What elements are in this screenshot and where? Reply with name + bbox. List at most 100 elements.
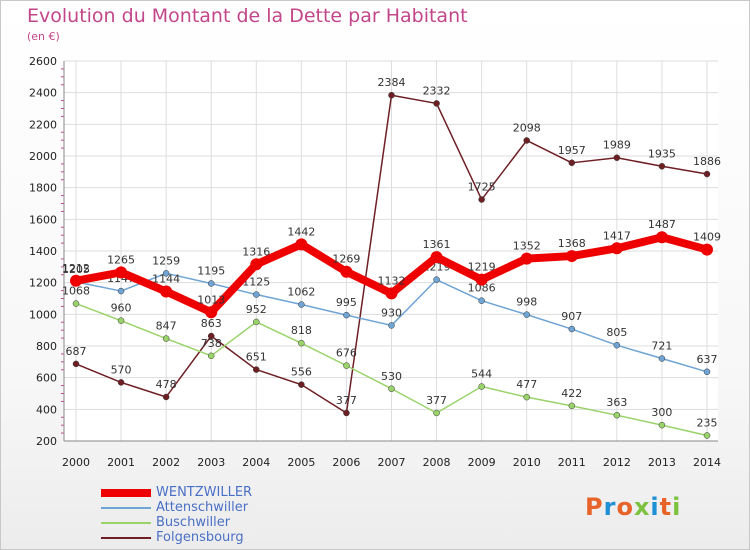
data-label-buschwiller: 676: [336, 347, 357, 360]
data-label-folgensbourg: 1989: [603, 139, 631, 152]
data-point-buschwiller: [162, 335, 170, 342]
data-point-folgensbourg: [72, 360, 80, 368]
data-label-folgensbourg: 1957: [558, 144, 586, 157]
data-point-wentzwiller: [160, 285, 173, 298]
data-label-folgensbourg: 1886: [693, 155, 721, 168]
data-point-wentzwiller: [295, 238, 308, 251]
data-label-folgensbourg: 556: [291, 366, 312, 379]
data-label-attenschwiller: 1259: [152, 254, 180, 267]
x-tick-label: 2014: [693, 456, 721, 469]
data-point-buschwiller: [433, 409, 440, 417]
x-tick-label: 2001: [107, 456, 135, 469]
legend-item: Buschwiller: [101, 515, 252, 530]
data-point-wentzwiller: [340, 265, 353, 278]
data-label-buschwiller: 960: [111, 302, 132, 315]
data-label-buschwiller: 952: [246, 303, 267, 316]
y-tick-label: 1600: [29, 213, 57, 226]
data-label-folgensbourg: 377: [336, 394, 357, 407]
data-label-buschwiller: 1068: [62, 285, 90, 298]
y-tick-label: 2400: [29, 87, 57, 100]
data-label-attenschwiller: 1062: [287, 286, 315, 299]
data-point-attenschwiller: [388, 322, 395, 329]
data-point-attenschwiller: [523, 311, 530, 318]
data-point-buschwiller: [658, 421, 666, 429]
data-label-wentzwiller: 1144: [152, 273, 180, 286]
legend-label: WENTZWILLER: [156, 485, 253, 500]
data-point-wentzwiller: [70, 274, 82, 287]
logo-letter: x: [633, 493, 651, 521]
data-point-buschwiller: [703, 432, 711, 439]
x-tick-label: 2006: [332, 456, 360, 469]
legend: WENTZWILLER Attenschwiller Buschwiller Folg…: [101, 485, 252, 545]
legend-swatch: [101, 506, 151, 509]
data-point-wentzwiller: [520, 252, 533, 265]
data-point-buschwiller: [72, 300, 80, 307]
data-label-buschwiller: 818: [291, 324, 312, 337]
logo-letter: r: [603, 493, 617, 521]
data-point-folgensbourg: [613, 154, 621, 161]
chart-title: Evolution du Montant de la Dette par Hab…: [27, 5, 468, 27]
data-label-attenschwiller: 995: [336, 296, 357, 309]
data-label-wentzwiller: 1013: [197, 293, 225, 306]
data-label-attenschwiller: 1086: [468, 282, 496, 295]
data-point-folgensbourg: [568, 159, 576, 167]
data-point-attenschwiller: [703, 368, 711, 376]
data-point-buschwiller: [523, 393, 530, 401]
x-tick-label: 2000: [62, 456, 90, 469]
data-label-buschwiller: 847: [156, 320, 177, 333]
data-label-wentzwiller: 1352: [513, 240, 541, 253]
data-label-attenschwiller: 805: [606, 326, 627, 339]
data-point-buschwiller: [253, 318, 260, 326]
legend-label: Attenschwiller: [156, 500, 249, 515]
data-point-folgensbourg: [298, 381, 305, 388]
data-label-attenschwiller: 1125: [242, 276, 270, 289]
data-point-attenschwiller: [568, 325, 576, 333]
data-label-wentzwiller: 1269: [332, 253, 360, 266]
logo-letter: t: [659, 493, 673, 521]
data-point-wentzwiller: [250, 258, 263, 271]
x-tick-label: 2007: [378, 456, 406, 469]
y-tick-label: 2200: [29, 118, 57, 131]
x-tick-label: 2011: [558, 456, 586, 469]
data-label-folgensbourg: 863: [201, 317, 222, 330]
data-point-buschwiller: [343, 362, 350, 369]
data-point-folgensbourg: [703, 170, 711, 178]
data-label-folgensbourg: 1725: [468, 181, 496, 194]
data-point-buschwiller: [388, 385, 395, 392]
data-point-attenschwiller: [343, 311, 350, 319]
legend-item: Folgensbourg: [101, 530, 252, 545]
data-label-wentzwiller: 1368: [558, 237, 586, 250]
data-label-folgensbourg: 478: [156, 378, 177, 391]
y-tick-label: 1200: [29, 277, 57, 290]
data-point-attenschwiller: [117, 287, 125, 295]
data-label-buschwiller: 235: [697, 416, 718, 429]
data-point-attenschwiller: [207, 280, 215, 287]
data-label-attenschwiller: 998: [516, 296, 537, 309]
logo-letter: P: [585, 493, 604, 521]
y-tick-label: 600: [36, 372, 57, 385]
data-point-folgensbourg: [523, 137, 530, 144]
legend-label: Folgensbourg: [156, 530, 244, 545]
y-tick-label: 400: [36, 403, 57, 416]
data-label-buschwiller: 422: [561, 387, 582, 400]
legend-swatch: [101, 536, 151, 539]
data-point-wentzwiller: [475, 273, 488, 286]
data-point-wentzwiller: [610, 242, 623, 255]
legend-swatch: [101, 488, 151, 497]
x-tick-label: 2002: [152, 456, 180, 469]
data-point-wentzwiller: [565, 250, 578, 263]
data-point-attenschwiller: [433, 276, 440, 283]
data-label-attenschwiller: 907: [561, 310, 582, 323]
data-point-attenschwiller: [613, 341, 621, 349]
data-point-attenschwiller: [162, 270, 170, 277]
data-label-wentzwiller: 1409: [693, 231, 721, 244]
data-label-wentzwiller: 1361: [423, 238, 451, 251]
data-label-folgensbourg: 570: [111, 363, 132, 376]
data-label-wentzwiller: 1442: [287, 225, 315, 238]
x-tick-label: 2009: [468, 456, 496, 469]
data-point-attenschwiller: [478, 297, 485, 304]
data-point-wentzwiller: [701, 243, 713, 256]
data-point-buschwiller: [298, 339, 305, 347]
data-point-buschwiller: [568, 402, 576, 410]
